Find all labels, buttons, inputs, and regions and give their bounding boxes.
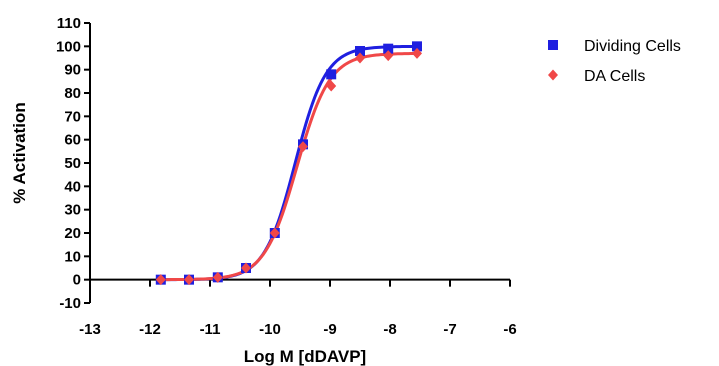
- y-tick-label: 70: [64, 108, 81, 125]
- legend-label: Dividing Cells: [584, 38, 681, 55]
- data-point-da-cells: [383, 50, 394, 62]
- x-tick-label: -8: [383, 321, 396, 338]
- y-tick-label: 50: [64, 155, 81, 172]
- x-tick-label: -9: [323, 321, 336, 338]
- legend-marker-diamond: [548, 69, 558, 81]
- y-tick-label: 40: [64, 178, 81, 195]
- fit-curve-dividing-cells: [160, 44, 418, 282]
- data-point-da-cells: [269, 227, 280, 239]
- axes: -10 0 10 20 30 40 50 60 70 80 90 100 110 -13 -12 -11 -10…: [56, 15, 517, 338]
- x-tick-label: -13: [79, 321, 101, 338]
- y-tick-label: 90: [64, 62, 81, 79]
- data-point-da-cells: [412, 47, 422, 59]
- data-point-da-cells: [155, 274, 166, 286]
- legend: Dividing Cells DA Cells: [548, 38, 681, 85]
- y-tick-label: 0: [73, 272, 81, 289]
- y-tick-label: 10: [64, 248, 81, 265]
- y-tick-label: 110: [57, 15, 81, 32]
- y-tick-label: 20: [64, 225, 81, 242]
- y-tick-label: -10: [59, 295, 81, 312]
- x-tick-label: -7: [443, 321, 456, 338]
- y-tick-label: 60: [64, 132, 81, 149]
- data-point-da-cells: [184, 274, 194, 286]
- legend-marker-square: [548, 40, 558, 50]
- x-axis-title: Log M [dDAVP]: [244, 347, 366, 366]
- x-tick-label: -10: [259, 321, 281, 338]
- data-point-da-cells: [212, 271, 223, 283]
- data-point-da-cells: [355, 52, 365, 64]
- y-axis-title: % Activation: [10, 102, 29, 203]
- data-point-da-cells: [298, 141, 308, 153]
- data-point-dividing-cells: [326, 69, 337, 80]
- data-point-dividing-cells: [412, 41, 422, 52]
- y-tick-label: 30: [64, 202, 81, 219]
- x-tick-label: -6: [503, 321, 516, 338]
- y-tick-label: 80: [64, 85, 81, 102]
- data-point-da-cells: [241, 262, 251, 274]
- fit-curves: [160, 44, 418, 282]
- data-point-dividing-cells: [355, 46, 365, 56]
- x-tick-label: -11: [200, 321, 221, 338]
- x-tick-label: -12: [139, 321, 161, 338]
- legend-label: DA Cells: [584, 68, 645, 85]
- fit-curve-da-cells: [160, 51, 418, 282]
- data-point-dividing-cells: [383, 43, 394, 54]
- y-tick-label: 100: [56, 38, 81, 55]
- data-point-da-cells: [326, 80, 337, 92]
- data-points: [155, 41, 422, 286]
